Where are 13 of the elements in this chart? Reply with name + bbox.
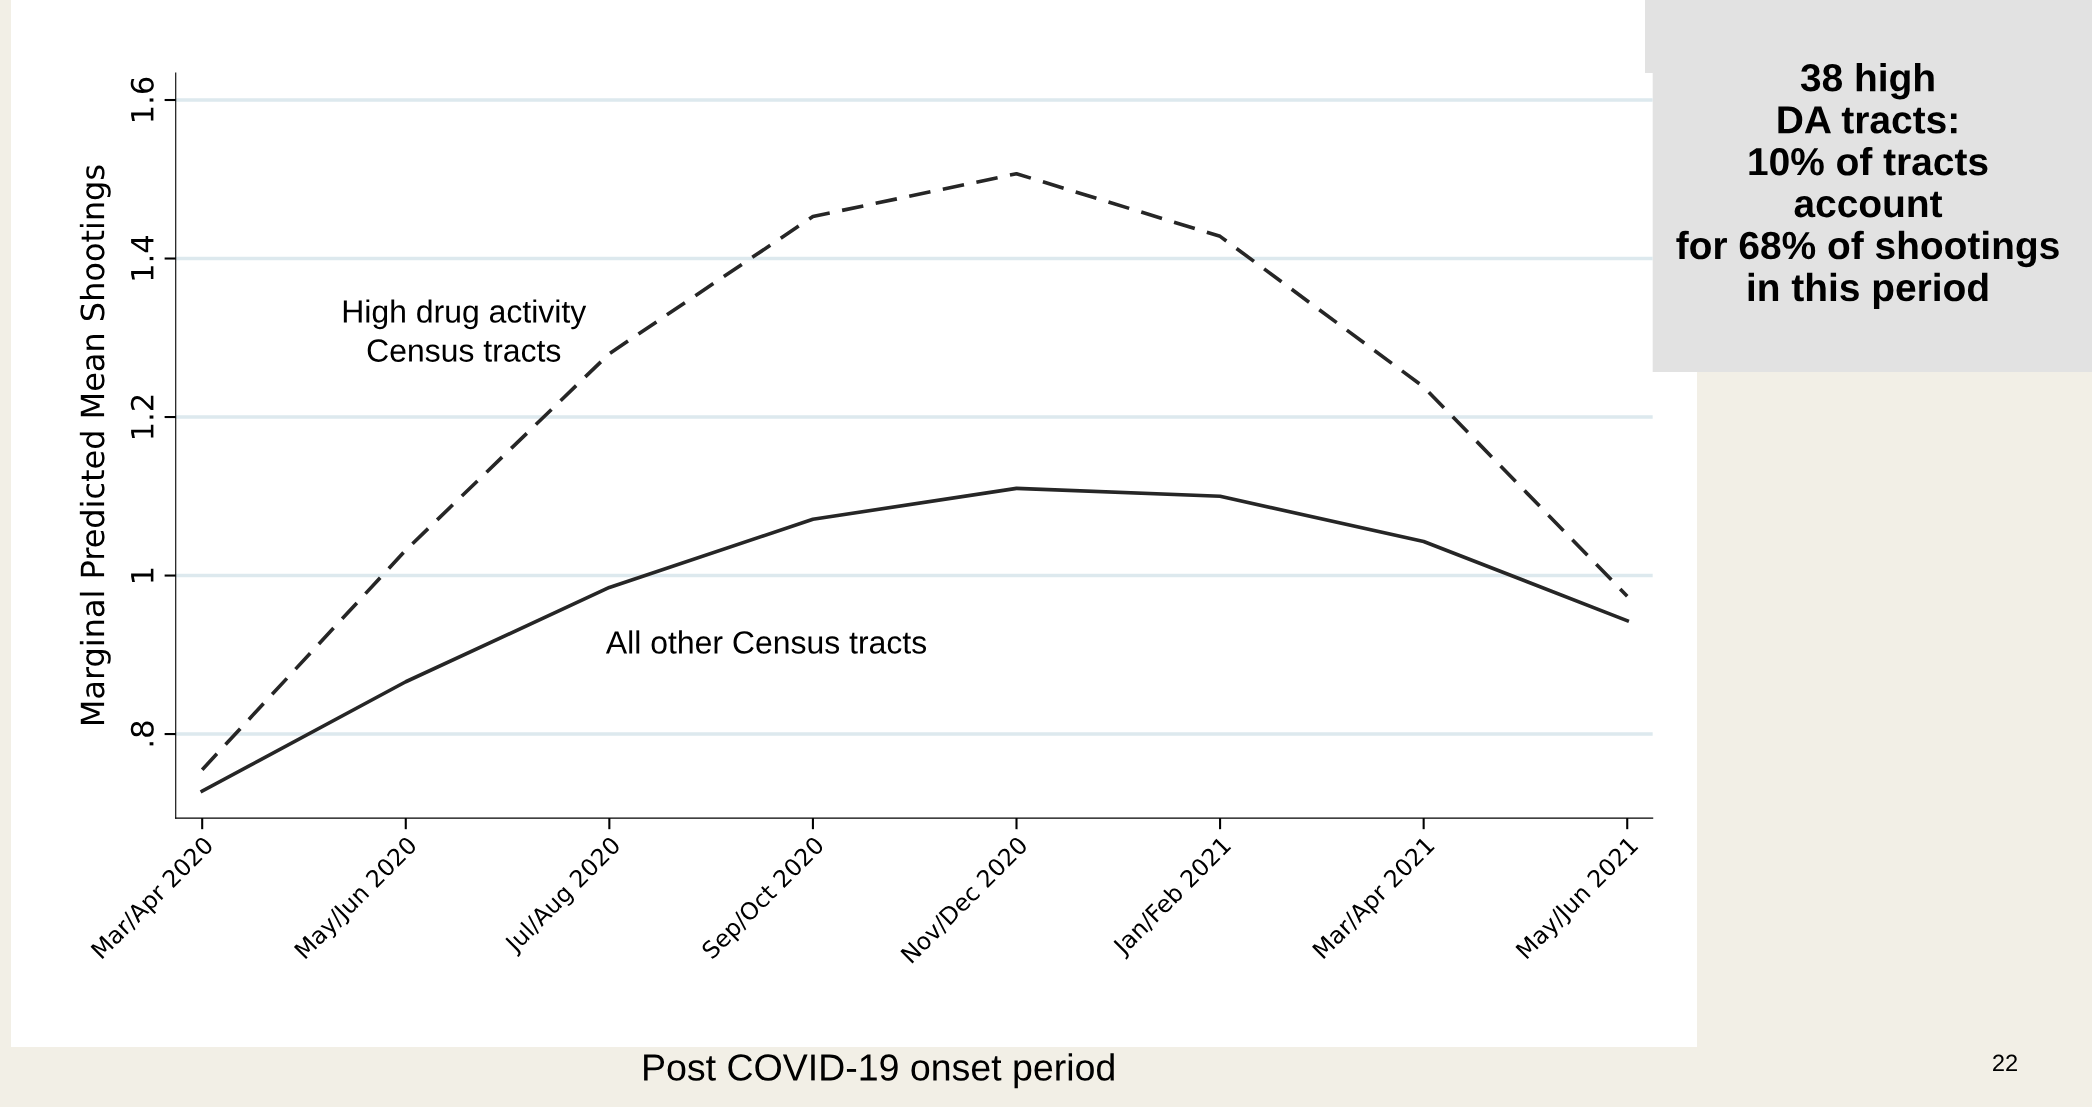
series-label: High drug activity Census tracts bbox=[343, 299, 587, 362]
text: 38 high DA tracts: 10% of tracts account for 68% of shootings in this period bbox=[1676, 62, 2059, 310]
y-tick-label: 1.6 bbox=[130, 77, 154, 121]
text: 22 bbox=[1993, 1054, 2017, 1072]
y-tick-label: 1.2 bbox=[130, 395, 154, 438]
series-label: All other Census tracts bbox=[605, 630, 927, 654]
y-tick-label: 1.4 bbox=[131, 235, 154, 280]
y-tick-label: .8 bbox=[130, 721, 154, 746]
y-axis-title: Marginal Predicted Mean Shootings bbox=[79, 165, 111, 725]
line-series bbox=[200, 486, 1630, 793]
line-series bbox=[200, 171, 1630, 772]
y-tick-label: 1 bbox=[131, 568, 154, 582]
x-axis-title: Post COVID-19 onset period bbox=[644, 1053, 1114, 1089]
